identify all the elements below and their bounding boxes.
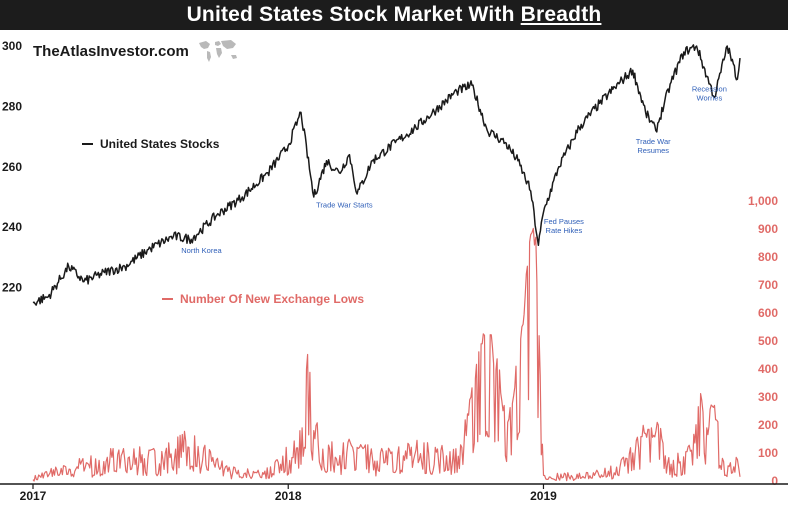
series-line-new-lows	[32, 227, 741, 482]
series-line-us-stocks	[32, 44, 741, 306]
left-axis-tick: 300	[2, 39, 22, 53]
chart-annotation: Trade War Starts	[316, 201, 373, 210]
chart-annotation: Fed Pauses	[544, 217, 584, 226]
chart-title-emphasis: Breadth	[520, 3, 602, 26]
legend-label: United States Stocks	[100, 137, 220, 151]
chart-title: United States Stock Market With	[186, 3, 521, 26]
left-axis-tick: 260	[2, 160, 22, 174]
world-map-icon	[199, 40, 237, 62]
x-axis-tick: 2019	[530, 489, 557, 503]
right-axis-tick: 400	[758, 362, 778, 376]
chart-annotation: Rate Hikes	[546, 226, 583, 235]
chart-title-bar: United States Stock Market With Breadth	[0, 0, 788, 30]
left-axis-tick: 280	[2, 99, 22, 113]
right-axis-tick: 700	[758, 278, 778, 292]
x-axis-tick: 2018	[275, 489, 302, 503]
right-axis-tick: 600	[758, 306, 778, 320]
chart-annotation: Worries	[697, 93, 723, 102]
right-axis-tick: 900	[758, 222, 778, 236]
left-axis-tick: 220	[2, 281, 22, 295]
right-axis-tick: 100	[758, 446, 778, 460]
right-axis-tick: 800	[758, 250, 778, 264]
right-axis-tick: 0	[771, 474, 778, 488]
chart-annotation: Resumes	[637, 146, 669, 155]
legend-label: Number Of New Exchange Lows	[180, 292, 364, 306]
right-axis-tick: 300	[758, 390, 778, 404]
brand-name: TheAtlasInvestor.com	[33, 43, 189, 60]
chart-annotation: Recession	[692, 84, 727, 93]
right-axis-tick: 500	[758, 334, 778, 348]
chart-annotation: North Korea	[181, 246, 222, 255]
chart-annotation: Trade War	[636, 137, 671, 146]
right-axis-tick: 200	[758, 418, 778, 432]
right-axis-tick: 1,000	[748, 194, 778, 208]
left-axis-tick: 240	[2, 220, 22, 234]
x-axis-tick: 2017	[20, 489, 47, 503]
